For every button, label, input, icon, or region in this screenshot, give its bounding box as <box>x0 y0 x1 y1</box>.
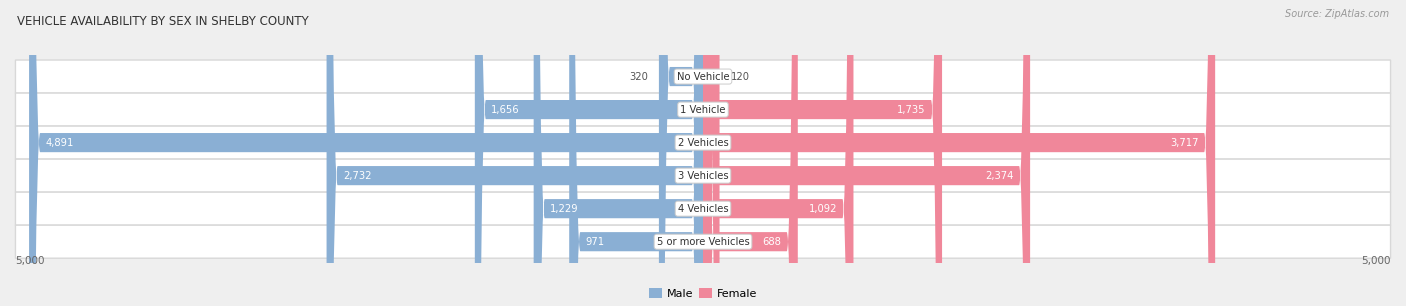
Text: 120: 120 <box>731 72 749 81</box>
FancyBboxPatch shape <box>703 0 1031 306</box>
Legend: Male, Female: Male, Female <box>644 284 762 303</box>
Text: 2 Vehicles: 2 Vehicles <box>678 138 728 147</box>
Text: VEHICLE AVAILABILITY BY SEX IN SHELBY COUNTY: VEHICLE AVAILABILITY BY SEX IN SHELBY CO… <box>17 15 309 28</box>
FancyBboxPatch shape <box>15 60 1391 93</box>
Text: 1 Vehicle: 1 Vehicle <box>681 105 725 114</box>
Text: 5,000: 5,000 <box>1361 256 1391 266</box>
Text: Source: ZipAtlas.com: Source: ZipAtlas.com <box>1285 9 1389 19</box>
Text: 320: 320 <box>628 72 648 81</box>
Text: 1,735: 1,735 <box>897 105 925 114</box>
Text: 5,000: 5,000 <box>15 256 45 266</box>
FancyBboxPatch shape <box>15 159 1391 192</box>
FancyBboxPatch shape <box>703 0 797 306</box>
Text: 3,717: 3,717 <box>1170 138 1199 147</box>
Text: 5 or more Vehicles: 5 or more Vehicles <box>657 237 749 247</box>
Text: 2,374: 2,374 <box>986 171 1014 181</box>
FancyBboxPatch shape <box>15 225 1391 258</box>
FancyBboxPatch shape <box>30 0 703 306</box>
FancyBboxPatch shape <box>703 0 942 306</box>
FancyBboxPatch shape <box>659 0 703 306</box>
Text: 2,732: 2,732 <box>343 171 371 181</box>
Text: 4 Vehicles: 4 Vehicles <box>678 204 728 214</box>
FancyBboxPatch shape <box>15 192 1391 225</box>
FancyBboxPatch shape <box>475 0 703 306</box>
FancyBboxPatch shape <box>326 0 703 306</box>
FancyBboxPatch shape <box>15 93 1391 126</box>
Text: 1,229: 1,229 <box>550 204 579 214</box>
Text: 3 Vehicles: 3 Vehicles <box>678 171 728 181</box>
Text: 1,092: 1,092 <box>808 204 837 214</box>
Text: 1,656: 1,656 <box>491 105 520 114</box>
FancyBboxPatch shape <box>703 0 720 306</box>
FancyBboxPatch shape <box>15 126 1391 159</box>
FancyBboxPatch shape <box>703 0 853 306</box>
Text: 971: 971 <box>586 237 605 247</box>
FancyBboxPatch shape <box>569 0 703 306</box>
Text: 4,891: 4,891 <box>45 138 75 147</box>
Text: No Vehicle: No Vehicle <box>676 72 730 81</box>
FancyBboxPatch shape <box>703 0 1215 306</box>
Text: 688: 688 <box>762 237 782 247</box>
FancyBboxPatch shape <box>534 0 703 306</box>
